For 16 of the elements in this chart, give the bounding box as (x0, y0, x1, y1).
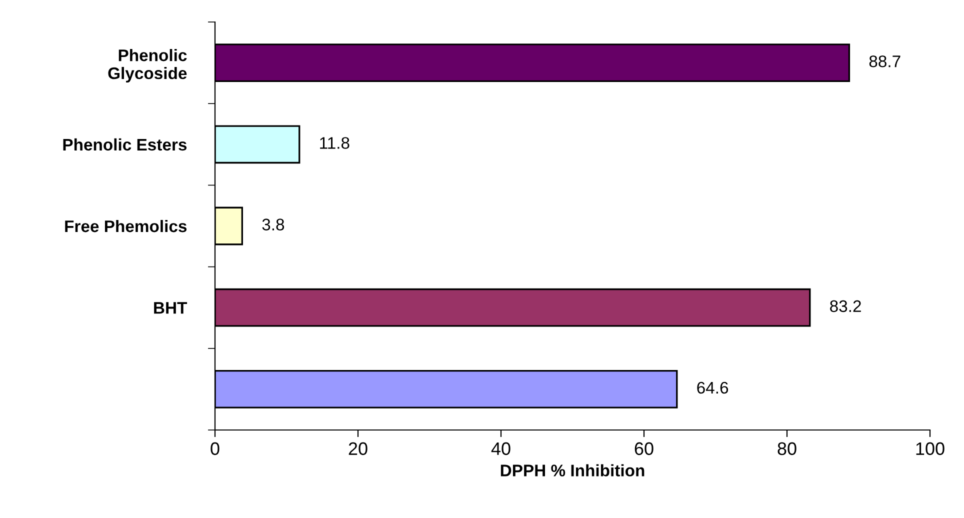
y-tick-label: Phenolic Glycoside (108, 48, 187, 82)
data-label: 3.8 (262, 218, 284, 230)
data-label: 64.6 (697, 382, 728, 394)
data-label: 83.2 (830, 300, 861, 312)
y-tick-label: BHT (154, 302, 188, 314)
y-tick-label: Phenolic Esters (63, 138, 187, 151)
x-tick-label: 100 (916, 442, 944, 456)
x-tick-label: 60 (634, 442, 654, 456)
data-label: 88.7 (869, 55, 900, 68)
x-tick-label: 40 (491, 442, 510, 456)
x-tick-label: 80 (778, 442, 796, 456)
x-tick-label: 20 (348, 442, 368, 456)
data-label: 11.8 (320, 137, 350, 149)
x-tick-label: 0 (210, 442, 220, 456)
x-axis-title: DPPH % Inhibition (500, 464, 644, 476)
y-tick-label: Free Phemolics (65, 220, 187, 232)
